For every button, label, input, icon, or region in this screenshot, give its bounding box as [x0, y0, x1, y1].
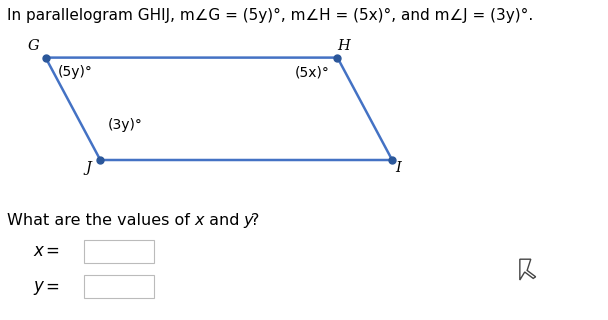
Text: =: =	[46, 277, 60, 295]
Text: (3y)°: (3y)°	[108, 118, 143, 132]
Text: y: y	[243, 213, 253, 228]
Text: In parallelogram GHIJ, m∠G = (5y)°, m∠H = (5x)°, and m∠J = (3y)°.: In parallelogram GHIJ, m∠G = (5y)°, m∠H …	[7, 8, 534, 23]
Text: =: =	[46, 242, 60, 260]
Text: and: and	[204, 213, 244, 228]
Text: ?: ?	[250, 213, 259, 228]
Text: x: x	[33, 242, 43, 260]
Text: (5y)°: (5y)°	[58, 65, 92, 79]
Text: J: J	[85, 161, 91, 175]
Text: x: x	[195, 213, 204, 228]
Text: y: y	[33, 277, 43, 295]
FancyBboxPatch shape	[84, 275, 154, 298]
Text: I: I	[395, 161, 401, 175]
Text: G: G	[27, 39, 40, 53]
Text: (5x)°: (5x)°	[295, 65, 330, 79]
Text: H: H	[337, 39, 350, 53]
Text: What are the values of: What are the values of	[7, 213, 195, 228]
FancyBboxPatch shape	[84, 240, 154, 263]
